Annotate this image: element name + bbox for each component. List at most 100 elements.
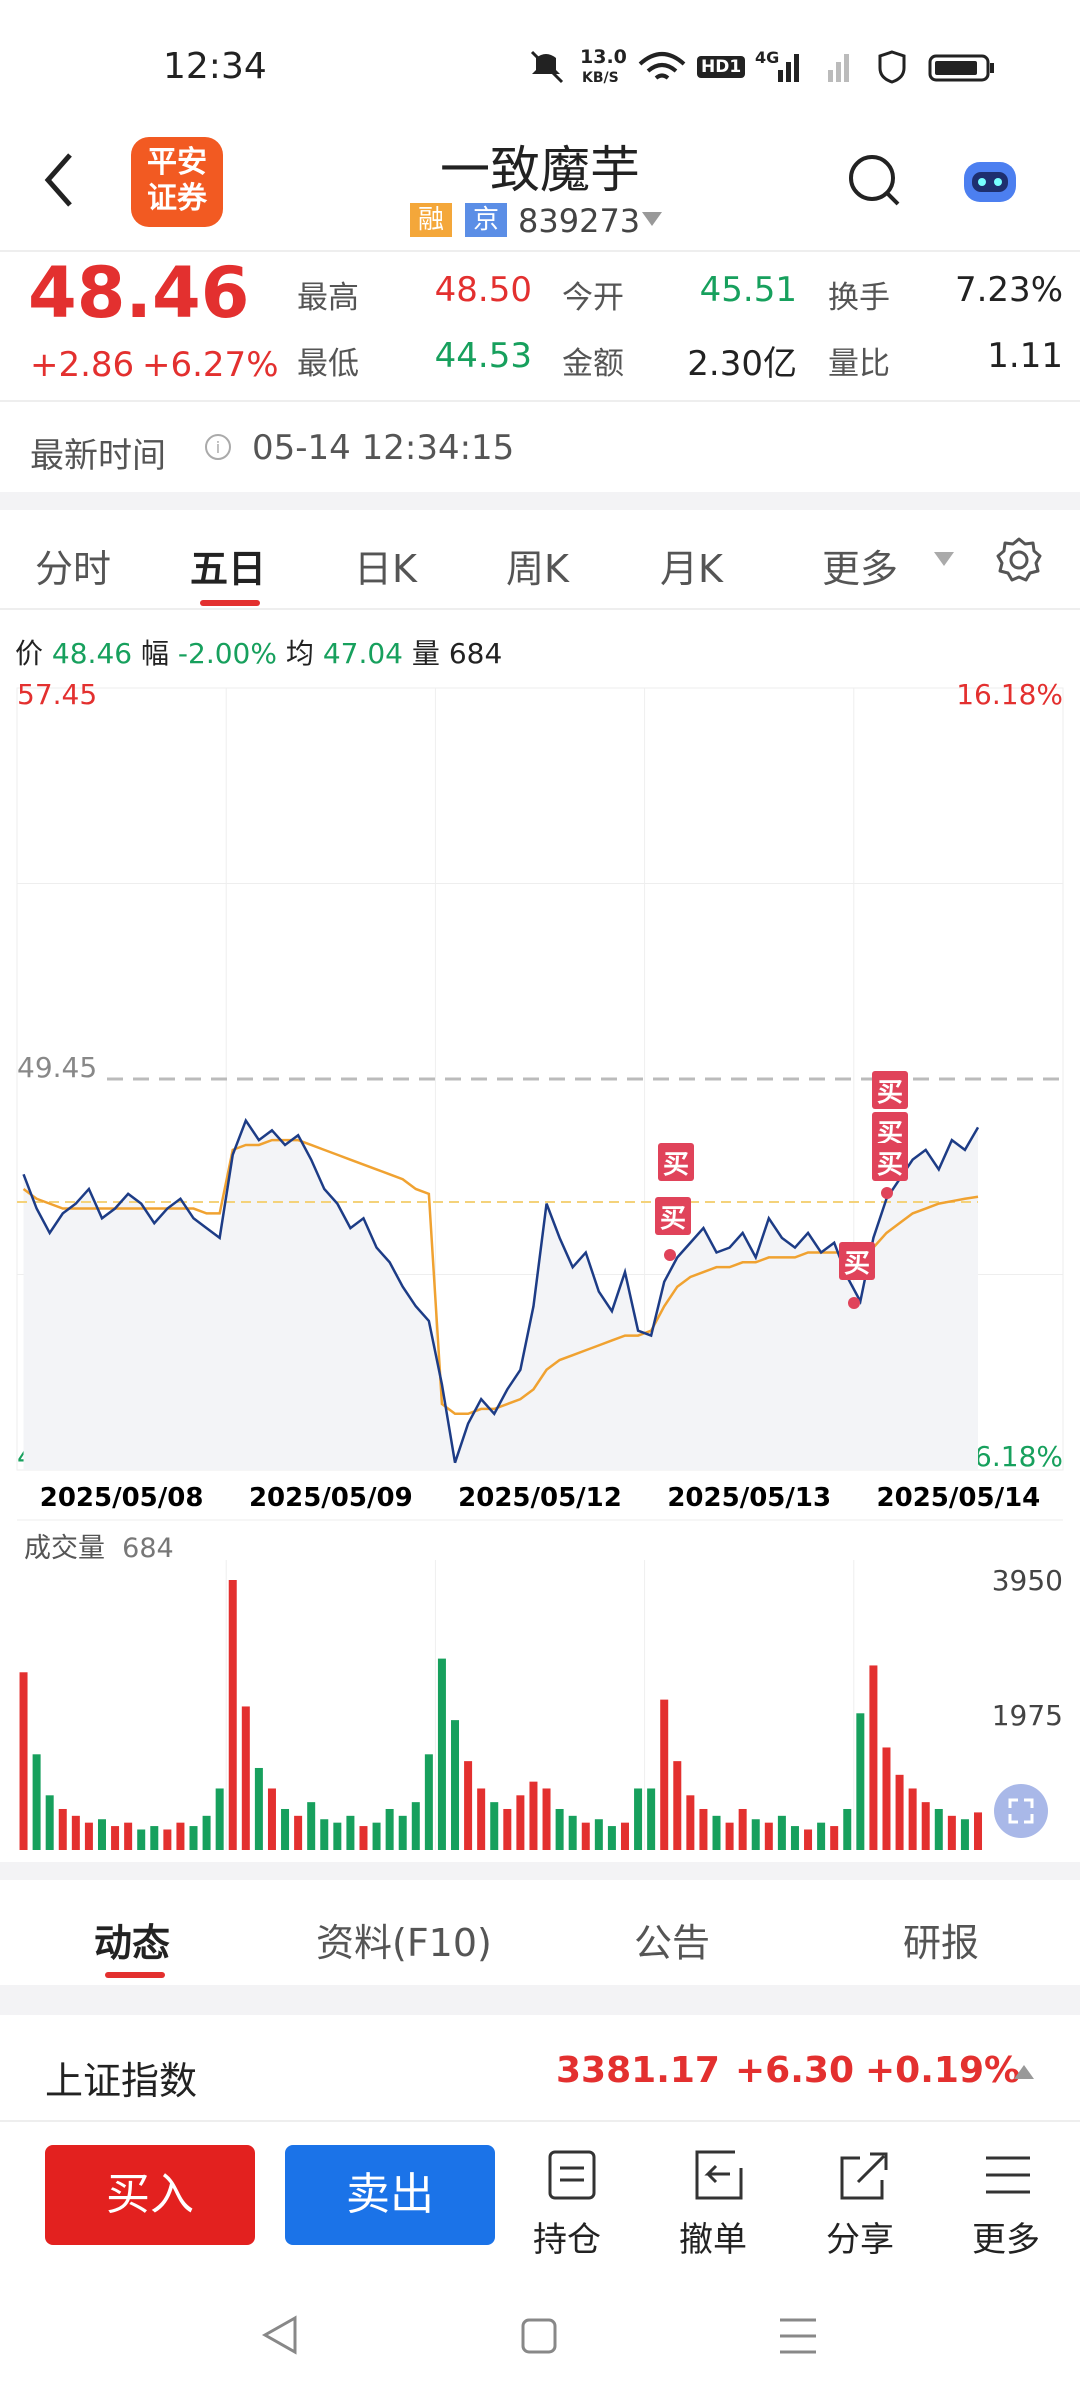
marker-dot bbox=[664, 1249, 676, 1261]
x-tick-label: 2025/05/08 bbox=[40, 1483, 204, 1513]
settings-button[interactable] bbox=[994, 535, 1044, 585]
tab[interactable]: 研报 bbox=[903, 1921, 980, 1965]
volume-bar bbox=[124, 1822, 133, 1850]
tool-label[interactable]: 分享 bbox=[826, 2220, 894, 2260]
volume-bar bbox=[320, 1819, 329, 1850]
buy-button[interactable]: 买入 bbox=[45, 2145, 255, 2245]
volume-bar bbox=[281, 1808, 290, 1850]
stat-value: 48.50 bbox=[434, 270, 532, 310]
stat-value: 7.23% bbox=[954, 270, 1063, 310]
divider bbox=[0, 400, 1080, 402]
volume-bar bbox=[542, 1788, 551, 1850]
tab[interactable]: 月K bbox=[660, 547, 723, 591]
tab[interactable]: 公告 bbox=[634, 1921, 711, 1965]
stat-label: 量比 bbox=[828, 346, 890, 382]
tab-active[interactable]: 五日 bbox=[190, 547, 267, 591]
broker-logo[interactable]: 平安 证券 bbox=[131, 137, 223, 227]
volume-bar bbox=[673, 1761, 682, 1850]
volume-bar bbox=[607, 1826, 616, 1850]
x-tick-label: 2025/05/12 bbox=[458, 1483, 622, 1513]
volume-bar bbox=[960, 1819, 969, 1850]
volume-bar bbox=[71, 1815, 80, 1850]
info-icon[interactable]: i bbox=[203, 432, 233, 462]
tab[interactable]: 分时 bbox=[35, 547, 112, 591]
logo-text: 证券 bbox=[147, 181, 207, 216]
x-tick-label: 2025/05/13 bbox=[667, 1483, 831, 1513]
stock-code: 839273 bbox=[518, 202, 641, 240]
stat-value: 45.51 bbox=[699, 270, 797, 310]
buy-marker bbox=[658, 1143, 694, 1181]
volume-bar bbox=[32, 1754, 41, 1850]
divider bbox=[0, 608, 1080, 610]
series-line bbox=[22, 1138, 979, 1416]
nav-back[interactable] bbox=[261, 2315, 297, 2355]
update-time: 05-14 12:34:15 bbox=[252, 428, 515, 468]
volume-bar bbox=[516, 1795, 525, 1850]
price: 48.46 bbox=[28, 252, 250, 334]
tool-label[interactable]: 撤单 bbox=[679, 2220, 747, 2260]
more-dropdown[interactable] bbox=[932, 550, 956, 568]
index-name: 上证指数 bbox=[45, 2059, 198, 2103]
buy-marker bbox=[655, 1197, 691, 1235]
volume-bar bbox=[137, 1829, 146, 1850]
stat-value: 1.11 bbox=[987, 336, 1063, 376]
volume-bar bbox=[660, 1699, 669, 1850]
volume-title: 成交量 684 bbox=[24, 1526, 174, 1565]
sell-button[interactable]: 卖出 bbox=[285, 2145, 495, 2245]
volume-bar bbox=[228, 1580, 237, 1850]
fullscreen-button[interactable] bbox=[993, 1783, 1049, 1839]
status-time: 12:34 bbox=[163, 46, 267, 87]
separator bbox=[0, 1862, 1080, 1880]
price-area bbox=[23, 1120, 979, 1470]
tab-indicator bbox=[105, 1972, 165, 1978]
five-day-chart: 57.4549.4541.4516.18%-16.18%2025/05/0820… bbox=[16, 678, 1064, 1850]
volume-bar bbox=[176, 1822, 185, 1850]
search-button[interactable] bbox=[846, 152, 902, 208]
volume-bar bbox=[555, 1808, 564, 1850]
tool-label[interactable]: 持仓 bbox=[533, 2220, 601, 2260]
volume-bar bbox=[215, 1788, 224, 1850]
tool-label[interactable]: 更多 bbox=[972, 2220, 1040, 2260]
volume-bar bbox=[738, 1808, 747, 1850]
volume-bar bbox=[267, 1788, 276, 1850]
buy-marker-label: 买 bbox=[660, 1204, 686, 1234]
volume-bar bbox=[856, 1713, 865, 1850]
code-dropdown[interactable] bbox=[640, 210, 664, 228]
assistant-button[interactable] bbox=[958, 152, 1022, 208]
tab[interactable]: 日K bbox=[354, 547, 417, 591]
volume-bar bbox=[594, 1819, 603, 1850]
status-speed: 13.0 bbox=[580, 46, 627, 68]
volume-bar bbox=[19, 1672, 28, 1850]
nav-home[interactable] bbox=[521, 2318, 557, 2354]
volume-bar bbox=[163, 1829, 172, 1850]
tool-icons bbox=[548, 2150, 1030, 2200]
volume-bar bbox=[817, 1822, 826, 1850]
back-button[interactable] bbox=[40, 150, 80, 210]
volume-bar bbox=[437, 1658, 446, 1850]
stat-value: 2.30亿 bbox=[687, 344, 797, 384]
info-value: 47.04 bbox=[322, 637, 403, 670]
tab-active[interactable]: 动态 bbox=[94, 1921, 171, 1965]
index-toggle[interactable] bbox=[1012, 2063, 1036, 2081]
volume-bar bbox=[921, 1802, 930, 1850]
volume-bar bbox=[790, 1826, 799, 1850]
volume-bar bbox=[294, 1815, 303, 1850]
volume-bar bbox=[908, 1788, 917, 1850]
marker-dot bbox=[881, 1187, 893, 1199]
buy-marker-label: 买 bbox=[663, 1150, 689, 1180]
tab[interactable]: 更多 bbox=[822, 547, 899, 591]
tab[interactable]: 资料(F10) bbox=[316, 1921, 492, 1965]
volume-bar bbox=[411, 1802, 420, 1850]
separator bbox=[0, 1985, 1080, 2015]
info-value: -2.00% bbox=[177, 637, 277, 670]
volume-bar bbox=[189, 1826, 198, 1850]
buy-marker bbox=[872, 1112, 908, 1150]
tab[interactable]: 周K bbox=[506, 547, 569, 591]
volume-bar bbox=[725, 1822, 734, 1850]
nav-menu[interactable] bbox=[780, 2318, 816, 2354]
x-tick-label: 2025/05/09 bbox=[249, 1483, 413, 1513]
volume-label: 成交量 bbox=[24, 1533, 105, 1564]
volume-bar bbox=[934, 1808, 943, 1850]
volume-bar bbox=[254, 1767, 263, 1850]
